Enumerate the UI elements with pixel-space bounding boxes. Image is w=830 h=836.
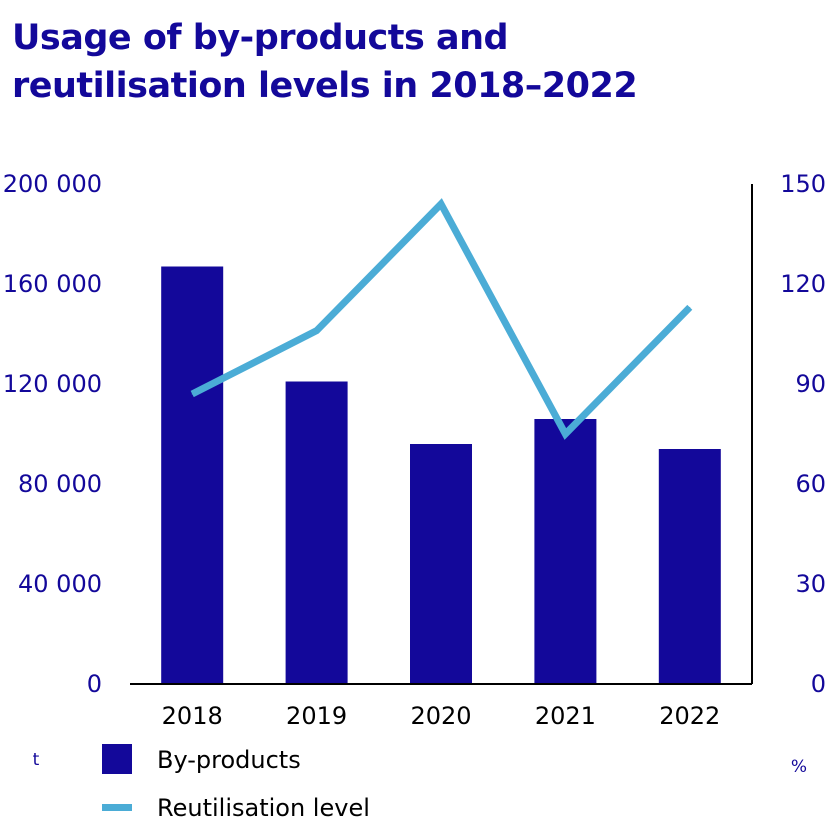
left-tick-label: 0	[87, 670, 102, 698]
line-point-2021	[564, 433, 566, 435]
chart-title-line-2: reutilisation levels in 2018–2022	[12, 66, 638, 106]
right-tick-label: 60	[795, 470, 826, 498]
left-axis-ticks: 0 40 000 80 000 120 000 160 000 200 000	[3, 170, 102, 698]
bar-2020	[410, 444, 472, 684]
legend-swatch-by-products	[102, 744, 132, 774]
category-label: 2022	[659, 702, 720, 730]
right-axis-unit: %	[791, 757, 807, 777]
legend-label-by-products: By-products	[157, 746, 301, 774]
left-axis-unit: t	[33, 750, 40, 770]
axis-units: t%	[33, 750, 807, 777]
bar-2021	[534, 419, 597, 684]
left-tick-label: 160 000	[3, 270, 102, 298]
category-labels: 2018 2019 2020 2021 2022	[162, 702, 721, 730]
right-tick-label: 150	[780, 170, 826, 198]
category-label: 2018	[162, 702, 223, 730]
legend-label-reutilisation: Reutilisation level	[157, 794, 370, 822]
bar-2022	[658, 449, 721, 684]
axes	[130, 184, 753, 685]
bar-2019	[285, 381, 348, 684]
category-label: 2021	[535, 702, 596, 730]
left-tick-label: 200 000	[3, 170, 102, 198]
legend-swatch-reutilisation	[102, 804, 132, 811]
left-tick-label: 40 000	[18, 570, 102, 598]
bar-series	[161, 266, 721, 684]
chart-title: Usage of by-products and reutilisation l…	[12, 14, 812, 110]
chart-title-line-1: Usage of by-products and	[12, 18, 509, 58]
legend: By-products Reutilisation level	[102, 744, 370, 822]
right-tick-label: 120	[780, 270, 826, 298]
line-point-2020	[440, 203, 442, 205]
bar-2018	[161, 266, 224, 684]
category-label: 2019	[286, 702, 347, 730]
line-point-2018	[191, 393, 193, 395]
left-tick-label: 80 000	[18, 470, 102, 498]
right-tick-label: 0	[811, 670, 826, 698]
line-point-2019	[316, 330, 318, 332]
reutilisation-line	[190, 198, 693, 440]
right-axis-ticks: 0 30 60 90 120 150	[780, 170, 826, 698]
left-tick-label: 120 000	[3, 370, 102, 398]
category-label: 2020	[410, 702, 471, 730]
line-point-2022	[689, 306, 691, 308]
line-series	[190, 198, 693, 440]
right-tick-label: 30	[795, 570, 826, 598]
right-tick-label: 90	[795, 370, 826, 398]
